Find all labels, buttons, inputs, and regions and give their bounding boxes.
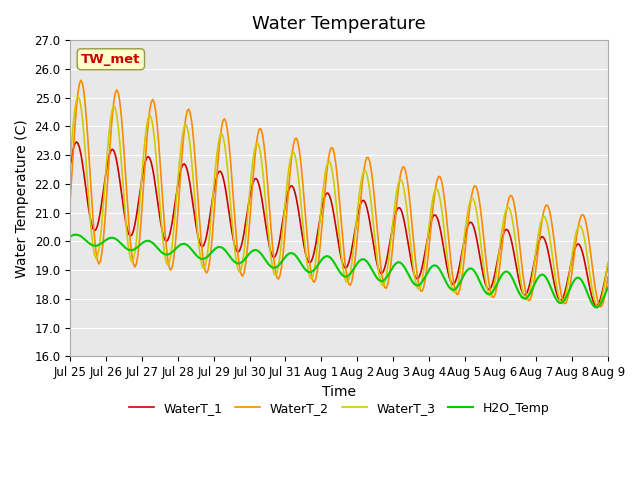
H2O_Temp	[255, 249, 263, 254]
Line: H2O_Temp: H2O_Temp	[70, 235, 608, 307]
Title: Water Temperature: Water Temperature	[252, 15, 426, 33]
WaterT_2	[77, 77, 84, 83]
WaterT_1	[67, 161, 74, 167]
WaterT_3	[593, 303, 601, 309]
Y-axis label: Water Temperature (C): Water Temperature (C)	[15, 119, 29, 277]
Line: WaterT_3: WaterT_3	[70, 97, 608, 306]
H2O_Temp	[604, 285, 612, 290]
WaterT_2	[67, 194, 74, 200]
WaterT_1	[604, 263, 612, 268]
WaterT_3	[303, 260, 311, 265]
H2O_Temp	[72, 232, 80, 238]
WaterT_1	[303, 256, 311, 262]
WaterT_3	[246, 185, 254, 191]
WaterT_3	[134, 224, 141, 229]
WaterT_3	[74, 94, 82, 100]
WaterT_1	[575, 242, 583, 248]
WaterT_1	[134, 204, 141, 210]
Text: TW_met: TW_met	[81, 53, 141, 66]
H2O_Temp	[592, 304, 600, 310]
WaterT_3	[575, 223, 583, 228]
WaterT_1	[255, 182, 263, 188]
WaterT_2	[228, 178, 236, 184]
WaterT_2	[604, 274, 612, 280]
WaterT_1	[592, 303, 600, 309]
WaterT_3	[255, 143, 263, 149]
Line: WaterT_2: WaterT_2	[70, 80, 608, 307]
WaterT_3	[67, 156, 74, 162]
H2O_Temp	[134, 244, 141, 250]
WaterT_1	[228, 230, 236, 236]
Legend: WaterT_1, WaterT_2, WaterT_3, H2O_Temp: WaterT_1, WaterT_2, WaterT_3, H2O_Temp	[124, 396, 555, 420]
WaterT_1	[72, 139, 80, 145]
WaterT_2	[255, 127, 263, 132]
WaterT_2	[246, 214, 254, 220]
X-axis label: Time: Time	[322, 384, 356, 398]
H2O_Temp	[67, 234, 74, 240]
H2O_Temp	[575, 275, 583, 281]
WaterT_2	[303, 232, 311, 238]
WaterT_3	[228, 219, 236, 225]
H2O_Temp	[228, 256, 236, 262]
WaterT_3	[604, 260, 612, 265]
H2O_Temp	[246, 250, 254, 256]
WaterT_2	[575, 218, 583, 224]
WaterT_1	[246, 192, 254, 198]
WaterT_2	[596, 304, 604, 310]
Line: WaterT_1: WaterT_1	[70, 142, 608, 306]
WaterT_2	[134, 253, 141, 259]
H2O_Temp	[303, 268, 311, 274]
